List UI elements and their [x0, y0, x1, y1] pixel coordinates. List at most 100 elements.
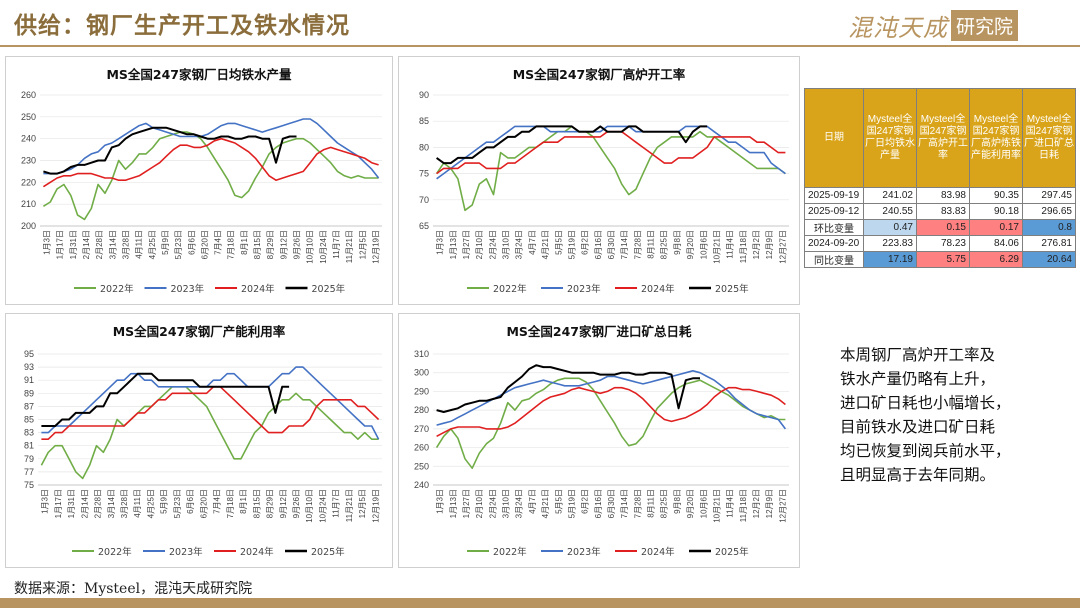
- x-tick-label: 9月12日: [279, 230, 288, 259]
- table-row: 2025-09-12 240.55 83.83 90.18 296.65: [804, 203, 1076, 220]
- y-tick-label: 65: [419, 221, 429, 231]
- x-tick-label: 6月2日: [581, 230, 590, 255]
- table-cell: 223.83: [863, 235, 917, 252]
- x-tick-label: 3月28日: [122, 230, 131, 259]
- x-tick-label: 6月30日: [607, 489, 616, 518]
- commentary-line: 均已恢复到阅兵前水平，: [840, 442, 1011, 460]
- x-tick-label: 8月1日: [240, 230, 249, 255]
- x-tick-label: 4月11日: [133, 489, 142, 518]
- data-source-note: 数据来源：Mysteel，混沌天成研究院: [14, 581, 253, 597]
- series-line-2025年: [43, 126, 297, 175]
- series-line-2024年: [436, 130, 786, 175]
- commentary-text: 本周钢厂高炉开工率及 铁水产量仍略有上升， 进口矿日耗也小幅增长， 目前铁水及进…: [840, 343, 1070, 487]
- x-tick-label: 12月27日: [778, 230, 787, 264]
- footer-bar: [0, 598, 1080, 608]
- x-tick-label: 8月25日: [660, 489, 669, 518]
- x-tick-label: 3月28日: [120, 489, 129, 518]
- y-tick-label: 260: [414, 443, 429, 453]
- series-line-2024年: [436, 386, 786, 438]
- x-tick-label: 2月14日: [82, 230, 91, 259]
- y-tick-label: 200: [21, 221, 36, 231]
- table-cell: 0.15: [916, 219, 970, 236]
- table-cell: 83.83: [916, 203, 970, 220]
- legend-label: 2023年: [169, 546, 203, 558]
- x-tick-label: 10月21日: [712, 230, 721, 264]
- x-tick-label: 9月20日: [686, 489, 695, 518]
- y-tick-label: 85: [24, 415, 34, 425]
- legend-label: 2025年: [715, 546, 749, 558]
- x-tick-label: 12月9日: [765, 230, 774, 259]
- x-tick-label: 2月10日: [475, 489, 484, 518]
- table-cell: 296.65: [1022, 203, 1076, 220]
- x-tick-label: 5月5日: [554, 489, 563, 514]
- x-tick-label: 7月4日: [213, 489, 222, 514]
- table-header-row: 日期 Mysteel全国247家钢厂日均铁水产量 Mysteel全国247家钢厂…: [804, 88, 1076, 188]
- x-tick-label: 4月11日: [135, 230, 144, 259]
- table-cell: 84.06: [969, 235, 1023, 252]
- x-tick-label: 6月2日: [581, 489, 590, 514]
- chart-capacity-utilization: MS全国247家钢厂产能利用率 75 77 79 81 83 85 87 89 91 93 95 1月3…: [24, 324, 382, 558]
- series-line-2025年: [41, 372, 290, 427]
- x-tick-label: 7月14日: [620, 230, 629, 259]
- x-tick-label: 2月28日: [94, 489, 103, 518]
- x-tick-label: 1月3日: [436, 489, 445, 514]
- x-tick-label: 8月11日: [647, 230, 656, 259]
- x-tick-label: 12月5日: [358, 230, 367, 259]
- x-tick-label: 2月14日: [80, 489, 89, 518]
- page-title: 供给：钢厂生产开工及铁水情况: [14, 12, 350, 39]
- x-tick-label: 11月4日: [726, 230, 735, 259]
- legend-label: 2023年: [171, 283, 205, 295]
- x-tick-label: 8月25日: [660, 230, 669, 259]
- legend-label: 2024年: [241, 283, 275, 295]
- x-tick-label: 3月10日: [502, 230, 511, 259]
- x-tick-label: 8月15日: [252, 489, 261, 518]
- x-tick-label: 1月3日: [43, 230, 52, 255]
- x-tick-label: 9月8日: [673, 230, 682, 255]
- table-cell: 17.19: [863, 251, 917, 268]
- x-tick-label: 5月19日: [567, 489, 576, 518]
- series-line-2022年: [435, 125, 786, 212]
- table-row: 同比变量 17.19 5.75 6.29 20.64: [804, 251, 1076, 268]
- y-tick-label: 85: [419, 116, 429, 126]
- commentary-line: 本周钢厂高炉开工率及: [840, 346, 996, 364]
- x-tick-label: 1月13日: [449, 489, 458, 518]
- chart-title: MS全国247家钢厂日均铁水产量: [106, 67, 292, 82]
- x-tick-label: 11月7日: [332, 489, 341, 518]
- y-tick-label: 83: [24, 428, 34, 438]
- chart-title: MS全国247家钢厂产能利用率: [113, 324, 286, 339]
- x-tick-label: 9月12日: [279, 489, 288, 518]
- table-row: 2025-09-19 241.02 83.98 90.35 297.45: [804, 187, 1076, 204]
- x-tick-label: 12月19日: [371, 230, 380, 264]
- x-tick-label: 5月19日: [567, 230, 576, 259]
- table-cell: 6.29: [969, 251, 1023, 268]
- logo-box-text: 研究院: [951, 10, 1019, 41]
- x-tick-label: 10月6日: [699, 489, 708, 518]
- y-tick-label: 270: [414, 424, 429, 434]
- legend-label: 2022年: [100, 283, 134, 295]
- chart-panel-capacity: MS全国247家钢厂产能利用率 75 77 79 81 83 85 87 89 91 93 95 1月3…: [5, 313, 393, 568]
- x-tick-label: 10月6日: [699, 230, 708, 259]
- row-label-yoy: 同比变量: [804, 251, 864, 268]
- x-tick-label: 3月10日: [502, 489, 511, 518]
- table-cell: 0.17: [969, 219, 1023, 236]
- x-tick-label: 4月7日: [528, 489, 537, 514]
- table-cell: 5.75: [916, 251, 970, 268]
- x-tick-label: 2月10日: [475, 230, 484, 259]
- commentary-line: 目前铁水及进口矿日耗: [840, 418, 996, 436]
- legend-label: 2025年: [715, 283, 749, 295]
- y-tick-label: 87: [24, 401, 34, 411]
- table-cell: 90.35: [969, 187, 1023, 204]
- x-tick-label: 6月20日: [199, 489, 208, 518]
- y-tick-label: 79: [24, 454, 34, 464]
- chart-panel-furnace-rate: MS全国247家钢厂高炉开工率 65 70 75 80 85 90 1月3日 1月13日 1月27…: [398, 56, 800, 305]
- chart-panel-hot-metal: MS全国247家钢厂日均铁水产量 200 210 220 230 240 250 260 1月3…: [5, 56, 393, 305]
- commentary-line: 铁水产量仍略有上升，: [840, 370, 996, 388]
- x-tick-label: 4月25日: [148, 230, 157, 259]
- y-tick-label: 95: [24, 349, 34, 359]
- y-tick-label: 80: [419, 142, 429, 152]
- series-line-2022年: [40, 386, 379, 480]
- x-tick-label: 6月20日: [200, 230, 209, 259]
- legend-label: 2022年: [493, 546, 527, 558]
- series-line-2022年: [435, 377, 786, 469]
- y-tick-label: 75: [24, 480, 34, 490]
